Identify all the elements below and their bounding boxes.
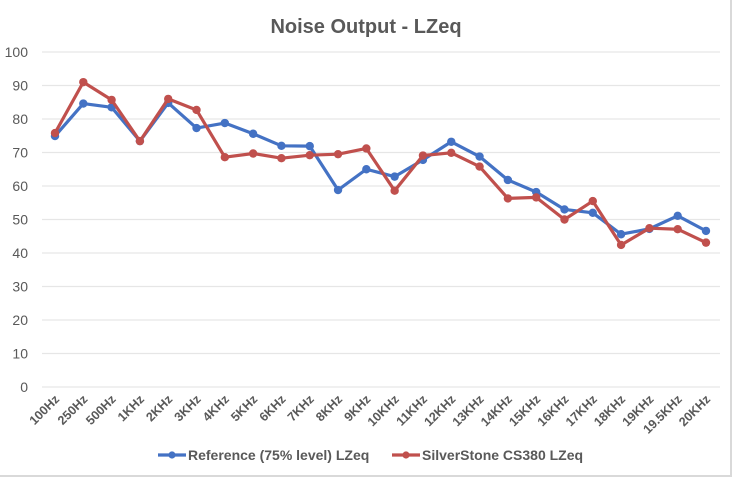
data-point: [220, 152, 230, 162]
y-tick-label: 40: [12, 245, 28, 261]
data-point: [248, 149, 258, 158]
data-point: [475, 162, 484, 171]
data-point: [192, 105, 201, 115]
legend-label: Reference (75% level) LZeq: [188, 447, 369, 463]
x-tick-label: 500Hz: [83, 392, 118, 427]
series-layer: [50, 77, 711, 250]
data-point: [447, 148, 456, 158]
data-point: [362, 165, 371, 174]
x-tick-label: 8KHz: [313, 392, 345, 424]
data-point: [333, 149, 343, 159]
data-point: [645, 224, 654, 233]
data-point: [673, 225, 682, 234]
legend-item: SilverStone CS380 LZeq: [392, 447, 583, 463]
data-point: [475, 152, 484, 161]
series-silverstone-cs380: [50, 77, 711, 250]
data-point: [135, 136, 145, 146]
data-point: [616, 240, 626, 250]
legend-marker-icon: [402, 451, 410, 459]
data-point: [560, 215, 569, 224]
data-point: [531, 193, 541, 202]
data-point: [588, 196, 597, 206]
legend-marker-icon: [168, 451, 176, 459]
y-tick-label: 100: [5, 44, 29, 60]
y-tick-label: 90: [12, 78, 28, 94]
y-tick-label: 80: [12, 111, 28, 127]
y-tick-label: 20: [12, 312, 28, 328]
data-point: [277, 153, 286, 163]
data-point: [192, 123, 201, 133]
data-point: [447, 137, 456, 146]
data-point: [390, 172, 399, 181]
data-point: [220, 118, 230, 128]
data-point: [107, 95, 116, 105]
data-point: [588, 208, 597, 217]
data-point: [79, 99, 88, 108]
y-tick-label: 70: [12, 145, 28, 161]
y-tick-label: 30: [12, 279, 28, 295]
series-line: [53, 80, 708, 247]
y-tick-label: 50: [12, 212, 28, 228]
data-point: [79, 77, 88, 87]
x-axis-ticks: 100Hz250Hz500Hz1KHz2KHz3KHz4KHz5KHz6KHz7…: [27, 392, 713, 436]
data-point: [333, 185, 343, 195]
legend-item: Reference (75% level) LZeq: [158, 447, 369, 463]
y-tick-label: 0: [20, 379, 28, 395]
chart-title: Noise Output - LZeq: [270, 16, 461, 38]
data-point: [248, 129, 258, 138]
x-tick-label: 7KHz: [285, 392, 317, 424]
x-tick-label: 250Hz: [55, 392, 90, 427]
data-point: [701, 238, 711, 247]
x-tick-label: 10KHz: [365, 392, 402, 429]
data-point: [277, 141, 286, 150]
x-tick-label: 100Hz: [27, 392, 62, 427]
data-point: [164, 94, 173, 104]
x-tick-label: 20KHz: [676, 392, 713, 429]
x-tick-label: 3KHz: [172, 392, 204, 424]
data-point: [503, 175, 513, 185]
x-tick-label: 2KHz: [143, 392, 175, 424]
series-line: [53, 101, 708, 236]
data-point: [50, 128, 60, 138]
data-point: [503, 194, 513, 203]
data-point: [616, 230, 626, 239]
data-point: [418, 151, 428, 160]
y-axis-ticks: 0 10 20 30 40 50 60 70 80 90 100: [5, 44, 29, 395]
x-tick-label: 5KHz: [228, 392, 260, 424]
x-tick-label: 4KHz: [200, 392, 232, 424]
gridlines: [42, 51, 720, 388]
data-point: [701, 226, 711, 236]
legend: Reference (75% level) LZeq SilverStone CS…: [158, 447, 583, 463]
x-tick-label: 1KHz: [115, 392, 147, 424]
data-point: [390, 186, 399, 195]
y-tick-label: 10: [12, 346, 28, 362]
data-point: [305, 141, 314, 151]
x-tick-label: 6KHz: [257, 392, 289, 424]
data-point: [362, 144, 371, 153]
data-point: [560, 205, 569, 214]
data-point: [673, 211, 682, 221]
data-point: [305, 150, 314, 160]
y-tick-label: 60: [12, 178, 28, 194]
legend-label: SilverStone CS380 LZeq: [422, 447, 583, 463]
